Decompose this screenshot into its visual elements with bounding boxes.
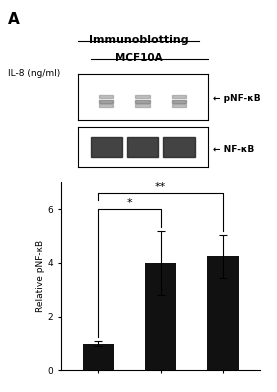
Text: A: A bbox=[8, 12, 20, 27]
Text: ← pNF-κB: ← pNF-κB bbox=[213, 94, 261, 103]
Bar bbox=[135, 95, 150, 98]
Y-axis label: Relative pNF-κB: Relative pNF-κB bbox=[36, 240, 45, 312]
Bar bbox=[99, 100, 113, 103]
Bar bbox=[99, 104, 113, 107]
Text: Immunoblotting: Immunoblotting bbox=[89, 35, 188, 45]
Text: *: * bbox=[127, 198, 132, 208]
Bar bbox=[83, 343, 114, 370]
Text: **: ** bbox=[155, 181, 166, 192]
Bar bbox=[91, 137, 122, 157]
Bar bbox=[163, 137, 195, 157]
Text: ← NF-κB: ← NF-κB bbox=[213, 145, 255, 154]
Text: IL-8 (ng/ml): IL-8 (ng/ml) bbox=[8, 69, 61, 78]
Bar bbox=[172, 104, 186, 107]
Bar bbox=[135, 100, 150, 103]
Bar bbox=[127, 137, 158, 157]
Bar bbox=[135, 104, 150, 107]
Bar bbox=[145, 263, 176, 370]
Bar bbox=[172, 100, 186, 103]
Bar bbox=[207, 256, 238, 370]
Text: MCF10A: MCF10A bbox=[115, 53, 162, 63]
Bar bbox=[172, 95, 186, 98]
Bar bbox=[99, 95, 113, 98]
